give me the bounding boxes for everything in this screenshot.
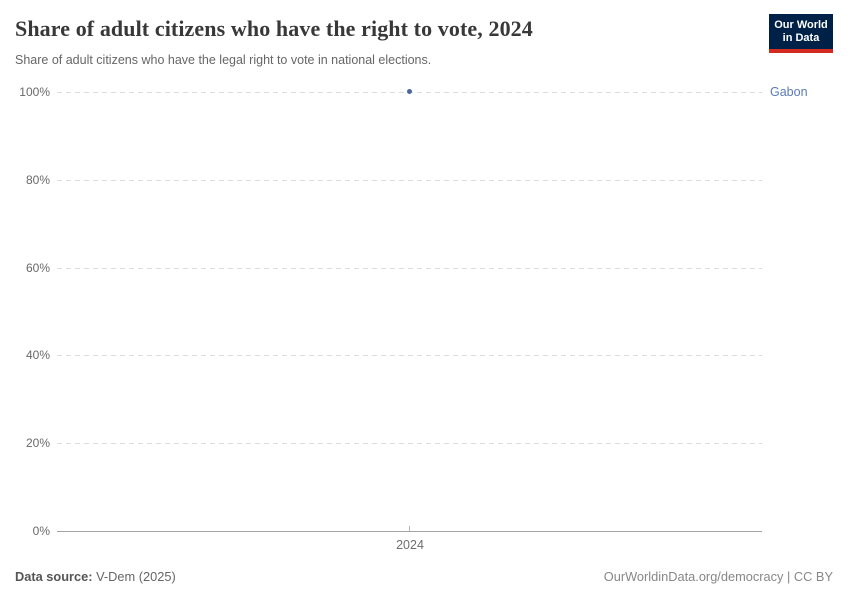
gridline-20 <box>57 443 762 444</box>
data-source-label: Data source: <box>15 569 93 584</box>
y-axis-label-80: 80% <box>25 173 50 187</box>
y-axis-label-20: 20% <box>25 436 50 450</box>
y-axis-label-60: 60% <box>25 261 50 275</box>
owid-logo-line2: in Data <box>782 31 820 44</box>
gridline-40 <box>57 355 762 356</box>
owid-logo[interactable]: Our World in Data <box>769 14 833 53</box>
gridline-60 <box>57 268 762 269</box>
entity-label-gabon[interactable]: Gabon <box>770 85 808 99</box>
x-axis-label-2024: 2024 <box>396 538 424 552</box>
credit-link[interactable]: OurWorldinData.org/democracy | CC BY <box>603 569 833 584</box>
y-axis-label-40: 40% <box>25 348 50 362</box>
chart-subtitle: Share of adult citizens who have the leg… <box>15 53 432 67</box>
x-axis-tick-2024 <box>409 526 410 531</box>
x-axis-line <box>57 531 762 532</box>
y-axis-label-100: 100% <box>19 85 50 99</box>
gridline-80 <box>57 180 762 181</box>
owid-logo-line1: Our World <box>774 18 828 31</box>
data-source-value: V-Dem (2025) <box>92 569 176 584</box>
y-axis-label-0: 0% <box>32 524 50 538</box>
data-point-gabon[interactable] <box>407 89 412 94</box>
chart-title: Share of adult citizens who have the rig… <box>15 16 533 41</box>
data-source: Data source: V-Dem (2025) <box>15 569 176 584</box>
